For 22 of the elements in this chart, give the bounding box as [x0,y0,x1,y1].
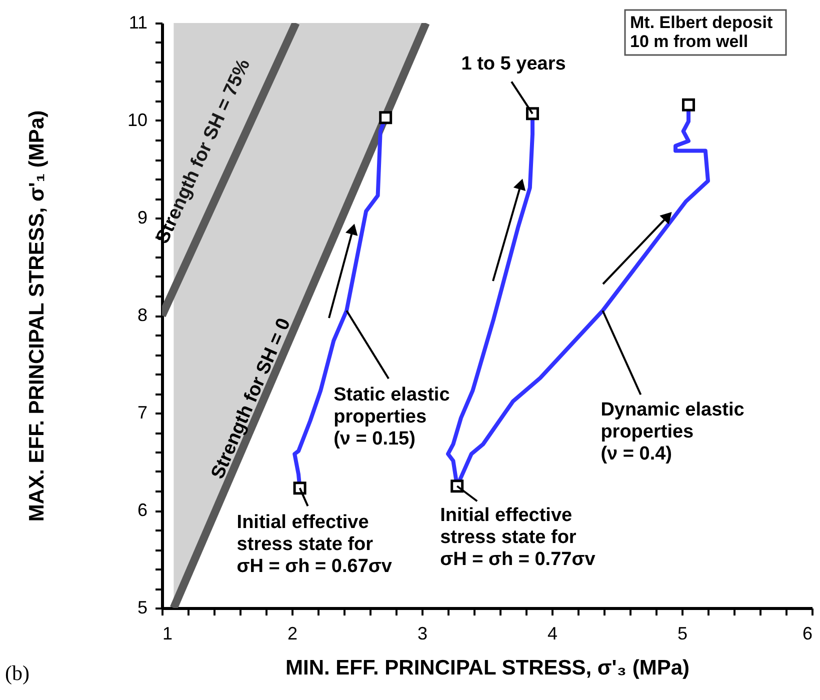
x-tick-label: 1 [162,624,173,644]
annotation: Mt. Elbert deposit 10 m from well [630,13,773,51]
annotation: Initial effective stress state for σH = σh = 0.77σv [440,505,596,570]
x-tick-label: 6 [802,624,812,644]
text: (b) [5,661,30,685]
x-axis-title: MIN. EFF. PRINCIPAL STRESS, σ'₃ (MPa) [286,656,690,680]
y-tick-label: 5 [137,598,148,618]
annotation: Static elastic properties (ν = 0.15) [334,384,450,450]
x-tick-label: 2 [287,624,298,644]
y-tick-label: 11 [128,12,148,32]
x-tick-label: 4 [547,624,558,644]
y-axis-title: MAX. EFF. PRINCIPAL STRESS, σ'₁ (MPa) [25,110,48,522]
annotation: Initial effective stress state for σH = σh = 0.67σv [236,512,392,578]
y-tick-label: 9 [137,208,148,228]
y-tick-label: 7 [137,402,148,422]
x-tick-label: 3 [417,624,428,644]
y-tick-label: 8 [137,305,148,325]
x-tick-label: 5 [677,624,688,644]
annotation: Dynamic elastic properties (ν = 0.4) [600,400,745,465]
annotation: 1 to 5 years [461,54,566,75]
y-tick-label: 6 [137,500,148,520]
y-tick-label: 10 [127,110,148,130]
